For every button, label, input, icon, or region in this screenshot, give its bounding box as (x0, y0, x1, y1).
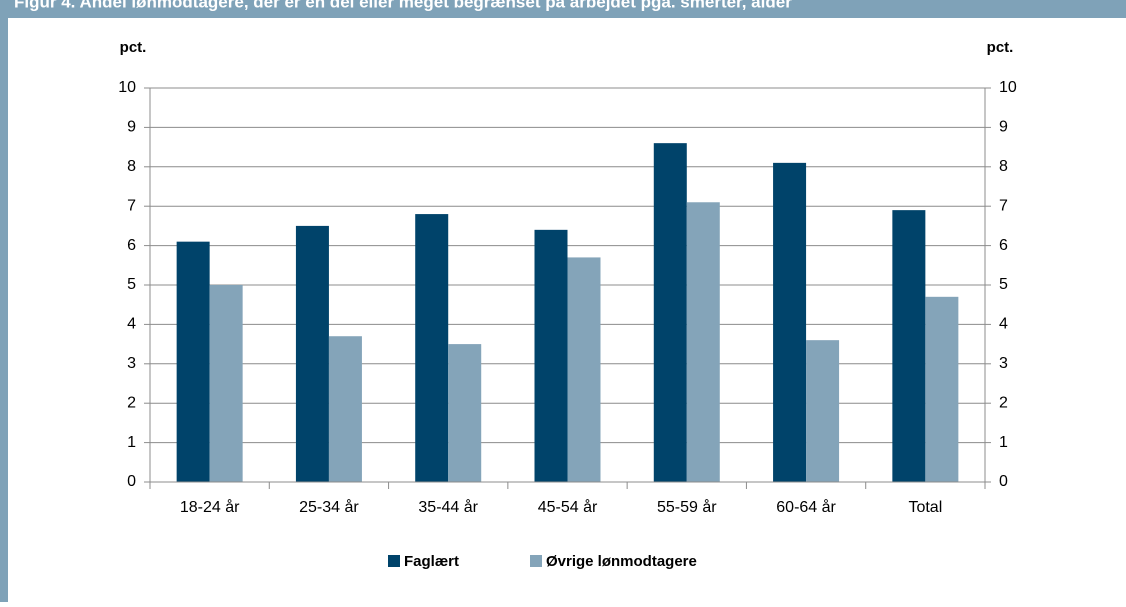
y-tick-label: 0 (127, 473, 136, 490)
y2-tick-label: 3 (999, 355, 1008, 372)
y2-tick-label: 7 (999, 197, 1008, 214)
y2-tick-label: 10 (999, 79, 1017, 96)
y2-tick-label: 6 (999, 237, 1008, 254)
bar (534, 229, 568, 482)
bar (209, 285, 243, 482)
x-tick-label: 55-59 år (657, 498, 717, 516)
legend-swatch (530, 555, 542, 567)
bar (653, 143, 687, 482)
bar (415, 214, 449, 482)
left-border (0, 0, 8, 602)
title-bar (0, 0, 1126, 18)
y-tick-label: 9 (127, 119, 136, 136)
y-axis-label: pct. (120, 39, 147, 56)
x-tick-label: 60-64 år (776, 498, 836, 516)
x-tick-label: 45-54 år (538, 498, 598, 516)
x-tick-label: 25-34 år (299, 498, 359, 516)
bar (892, 210, 926, 482)
bar (567, 257, 601, 482)
bar (686, 202, 720, 482)
y-tick-label: 2 (127, 394, 136, 411)
y2-tick-label: 9 (999, 119, 1008, 136)
legend-swatch (388, 555, 400, 567)
y-tick-label: 7 (127, 197, 136, 214)
bar (176, 241, 210, 482)
y-tick-label: 6 (127, 237, 136, 254)
y-tick-label: 8 (127, 158, 136, 175)
legend-label: Faglært (404, 553, 459, 570)
y2-tick-label: 2 (999, 394, 1008, 411)
y2-tick-label: 0 (999, 473, 1008, 490)
y-tick-label: 10 (118, 79, 136, 96)
x-tick-label: 35-44 år (418, 498, 478, 516)
bar (448, 344, 482, 482)
bar (328, 336, 362, 482)
bar (806, 340, 840, 482)
y-tick-label: 5 (127, 276, 136, 293)
y2-tick-label: 1 (999, 434, 1008, 451)
x-tick-label: 18-24 år (180, 498, 240, 516)
chart-title: Figur 4. Andel lønmodtagere, der er en d… (14, 0, 792, 11)
y-tick-label: 3 (127, 355, 136, 372)
y-tick-label: 1 (127, 434, 136, 451)
y2-axis-label: pct. (987, 39, 1014, 56)
y-tick-label: 4 (127, 316, 136, 333)
bar (925, 296, 959, 482)
bar (773, 162, 807, 483)
bar (295, 225, 329, 482)
y2-tick-label: 4 (999, 316, 1008, 333)
y2-tick-label: 5 (999, 276, 1008, 293)
x-tick-label: Total (908, 499, 942, 516)
y2-tick-label: 8 (999, 158, 1008, 175)
legend-label: Øvrige lønmodtagere (546, 553, 697, 570)
